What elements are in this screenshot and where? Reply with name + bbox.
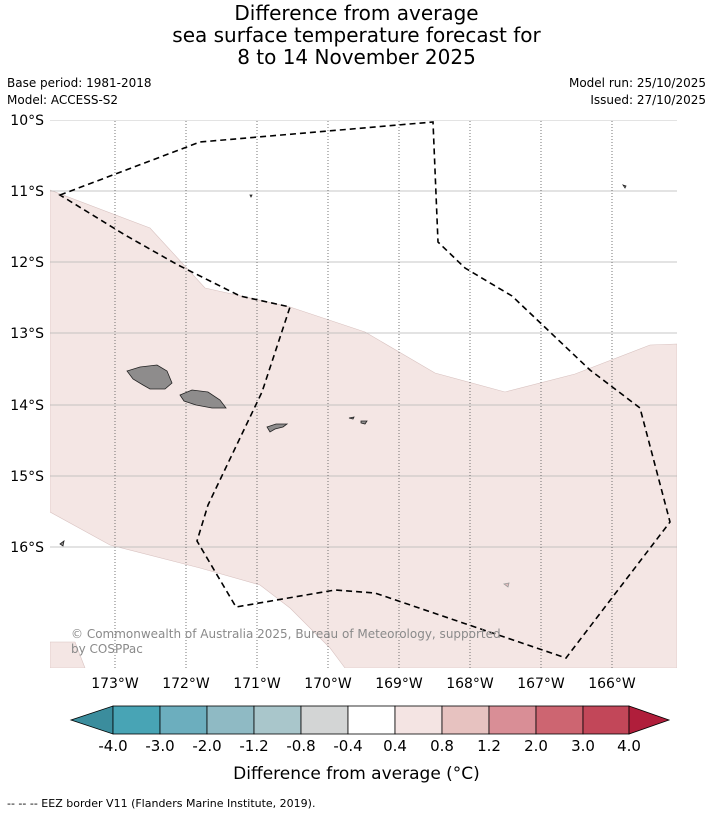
colorbar-min-arrow	[69, 705, 114, 735]
base-period-text: Base period: 1981-2018	[7, 76, 152, 90]
colorbar-segment-7	[394, 705, 443, 735]
lon-tick-172w: 172°W	[162, 676, 210, 692]
cb-label-12: 4.0	[617, 737, 641, 755]
lat-tick-16s: 16°S	[10, 540, 44, 556]
cb-label-6: -0.4	[333, 737, 362, 755]
lat-tick-10s: 10°S	[10, 113, 44, 129]
model-text: Model: ACCESS-S2	[7, 93, 119, 107]
lon-tick-167w: 167°W	[517, 676, 565, 692]
cb-label-9: 1.2	[477, 737, 501, 755]
small-islet-ne	[622, 184, 627, 189]
colorbar-segment-1	[112, 705, 161, 735]
copyright-line-2: by COSPPac	[71, 642, 143, 656]
lat-tick-14s: 14°S	[10, 398, 44, 414]
colorbar-tick-labels: -4.0 -3.0 -2.0 -1.2 -0.8 -0.4 0.4 0.8 1.…	[98, 737, 641, 755]
lon-tick-labels: 173°W 172°W 171°W 170°W 169°W 168°W 167°…	[91, 676, 636, 692]
eez-legend-note: -- -- -- EEZ border V11 (Flanders Marine…	[7, 797, 316, 810]
map-title-line-3: 8 to 14 November 2025	[237, 45, 476, 69]
ofu-island	[348, 416, 355, 420]
lon-tick-170w: 170°W	[304, 676, 352, 692]
meridians	[114, 120, 613, 668]
lat-tick-15s: 15°S	[10, 469, 44, 485]
lon-tick-169w: 169°W	[375, 676, 423, 692]
lat-tick-13s: 13°S	[10, 326, 44, 342]
colorbar-segment-5	[300, 705, 349, 735]
colorbar-max-arrow	[628, 705, 671, 735]
map-area: © Commonwealth of Australia 2025, Bureau…	[50, 120, 677, 668]
cb-label-4: -1.2	[239, 737, 268, 755]
cb-label-5: -0.8	[286, 737, 315, 755]
map-title-line-2: sea surface temperature forecast for	[172, 23, 541, 47]
eez-borders	[58, 121, 671, 659]
savaii-island	[126, 364, 173, 390]
cb-label-2: -3.0	[145, 737, 174, 755]
colorbar-segment-2	[159, 705, 208, 735]
cb-label-7: 0.4	[383, 737, 407, 755]
colorbar-segment-10	[535, 705, 584, 735]
colorbar-title: Difference from average (°C)	[233, 764, 480, 784]
lon-tick-171w: 171°W	[233, 676, 281, 692]
issued-text: Issued: 27/10/2025	[590, 93, 706, 107]
cb-label-11: 3.0	[571, 737, 595, 755]
copyright-line-1: © Commonwealth of Australia 2025, Bureau…	[71, 627, 501, 641]
upolu-island	[179, 389, 227, 409]
lon-tick-166w: 166°W	[588, 676, 636, 692]
colorbar	[69, 705, 671, 735]
colorbar-segment-9	[488, 705, 537, 735]
colorbar-segment-8	[441, 705, 490, 735]
anomaly-region-sw	[50, 641, 86, 668]
cb-label-3: -2.0	[192, 737, 221, 755]
land-masses	[59, 184, 627, 588]
tutuila-island	[266, 423, 289, 433]
colorbar-segment-6	[347, 705, 396, 735]
cb-label-10: 2.0	[524, 737, 548, 755]
colorbar-segment-3	[206, 705, 255, 735]
swains-island	[249, 194, 253, 198]
colorbar-segment-11	[582, 705, 630, 735]
map-title-line-1: Difference from average	[234, 1, 479, 25]
lat-tick-12s: 12°S	[10, 255, 44, 271]
model-run-text: Model run: 25/10/2025	[568, 76, 706, 90]
lat-tick-11s: 11°S	[10, 184, 44, 200]
anomaly-region	[50, 189, 677, 668]
lat-tick-labels: 10°S 11°S 12°S 13°S 14°S 15°S 16°S	[10, 113, 44, 556]
cb-label-1: -4.0	[98, 737, 127, 755]
eez-border-tokelau	[58, 121, 671, 659]
colorbar-segment-4	[253, 705, 302, 735]
rose-atoll	[503, 582, 510, 588]
gridlines	[50, 120, 677, 548]
tau-island	[360, 420, 368, 425]
lon-tick-168w: 168°W	[446, 676, 494, 692]
cb-label-8: 0.8	[430, 737, 454, 755]
lon-tick-173w: 173°W	[91, 676, 139, 692]
small-islet-sw	[59, 540, 65, 547]
